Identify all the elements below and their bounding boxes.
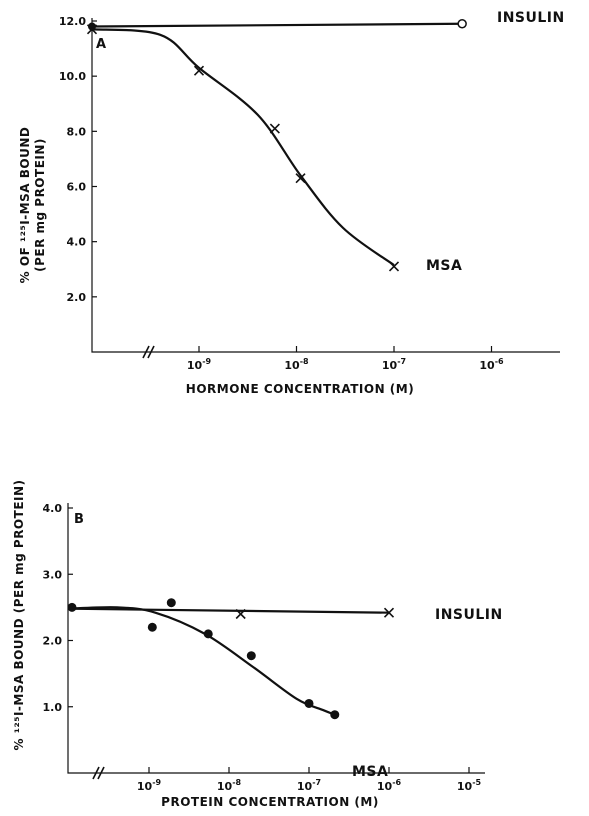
chart-b: B 1.0 2.0 3.0 4.0 10-9 10-8 10-7 10-6 10-5 PROT… (12, 479, 503, 809)
chart-a-point-msa-3 (295, 173, 306, 184)
chart-a-curves (91, 22, 463, 267)
chart-a-point-insulin-0 (88, 22, 96, 31)
chart-b-x-tick-label-1: 10-8 (217, 778, 242, 793)
chart-a-y-tick-label-3: 8.0 (67, 125, 87, 138)
chart-a-x-ticks: 10-9 10-8 10-7 10-6 (187, 346, 504, 372)
chart-a-x-tick-label-2: 10-7 (382, 357, 406, 372)
chart-b-x-ticks: 10-9 10-8 10-7 10-6 10-5 (137, 767, 482, 793)
chart-a-point-msa-4 (388, 261, 400, 272)
chart-a-markers (86, 19, 467, 272)
chart-b-y-axis-label: % ¹²⁵I-MSA BOUND (PER mg PROTEIN) (12, 479, 26, 750)
chart-a-point-msa-0 (86, 24, 98, 35)
chart-b-series-line-insulin (67, 607, 390, 614)
chart-b-axis-break (92, 766, 105, 780)
chart-b-x-tick-label-4: 10-5 (457, 778, 482, 793)
chart-b-y-tick-label-2: 3.0 (43, 568, 63, 581)
chart-b-series-label-insulin: INSULIN (435, 607, 503, 623)
chart-a-axis-break (142, 345, 155, 359)
chart-a-y-tick-label-1: 4.0 (67, 236, 87, 249)
chart-b-axis-break-mark-0 (92, 766, 100, 780)
chart-a-series-label-insulin: INSULIN (497, 10, 565, 26)
chart-a-series-label-msa: MSA (426, 258, 462, 274)
chart-a-x-axis-label: HORMONE CONCENTRATION (M) (186, 382, 414, 396)
chart-b-y-tick-label-3: 4.0 (43, 502, 63, 515)
chart-b-y-ticks: 1.0 2.0 3.0 4.0 (43, 502, 73, 714)
chart-a-axes (91, 18, 560, 353)
chart-a-y-tick-label-5: 12.0 (59, 15, 86, 28)
chart-b-y-tick-label-0: 1.0 (43, 701, 63, 714)
chart-b-axes (67, 503, 485, 774)
chart-b-y-tick-label-1: 2.0 (43, 635, 63, 648)
chart-a: A 2.04.06.08.010.012.0 10-9 10-8 10-7 10-6 … (18, 10, 565, 396)
chart-b-point-msa-6 (330, 710, 340, 720)
chart-b-point-msa-2 (166, 598, 176, 608)
chart-b-series-line-msa (67, 606, 336, 716)
chart-b-y-axis-label-line1: % ¹²⁵I-MSA BOUND (PER mg PROTEIN) (12, 479, 26, 750)
chart-a-y-ticks: 2.0 4.0 6.0 8.0 10.0 12.0 (59, 15, 97, 304)
chart-a-point-insulin-1 (457, 19, 467, 29)
chart-b-curves (67, 606, 390, 716)
chart-b-point-msa-5 (304, 698, 314, 708)
chart-b-axis-break-mark-1 (97, 766, 105, 780)
chart-a-x-tick-label-1: 10-8 (284, 357, 309, 372)
chart-b-x-tick-label-3: 10-6 (377, 778, 402, 793)
chart-a-y-axis-label-line2: (PER mg PROTEIN) (33, 138, 47, 272)
chart-a-y-axis-label-line1: % OF ¹²⁵I-MSA BOUND (18, 127, 32, 284)
chart-a-x-tick-label-0: 10-9 (187, 357, 212, 372)
chart-a-panel-label: A (96, 37, 106, 52)
chart-b-panel-label: B (74, 512, 84, 527)
chart-a-series-line-insulin (91, 22, 463, 28)
chart-a-x-tick-label-3: 10-6 (479, 357, 504, 372)
chart-b-point-insulin-0 (235, 608, 246, 620)
chart-a-y-tick-label-0: 2.0 (67, 291, 87, 304)
chart-a-axis-break-mark-0 (142, 345, 150, 359)
chart-a-y-axis-label: % OF ¹²⁵I-MSA BOUND (PER mg PROTEIN) (18, 127, 47, 284)
chart-b-x-tick-label-2: 10-7 (297, 778, 321, 793)
chart-b-markers (67, 598, 395, 720)
chart-b-point-msa-4 (246, 651, 256, 661)
chart-b-point-msa-1 (147, 622, 157, 632)
chart-b-point-msa-3 (203, 629, 213, 639)
chart-b-series-label-msa: MSA (352, 764, 388, 780)
chart-a-point-msa-2 (269, 123, 280, 134)
chart-b-x-tick-label-0: 10-9 (137, 778, 162, 793)
chart-b-x-axis-label: PROTEIN CONCENTRATION (M) (161, 795, 379, 809)
chart-a-point-msa-1 (193, 65, 205, 76)
chart-b-point-msa-0 (67, 602, 77, 612)
chart-a-y-tick-label-4: 10.0 (59, 70, 86, 83)
chart-a-y-tick-label-2: 6.0 (67, 181, 87, 194)
chart-a-series-line-msa (91, 28, 395, 267)
chart-a-axis-break-mark-1 (147, 345, 155, 359)
chart-b-point-insulin-1 (383, 607, 395, 618)
